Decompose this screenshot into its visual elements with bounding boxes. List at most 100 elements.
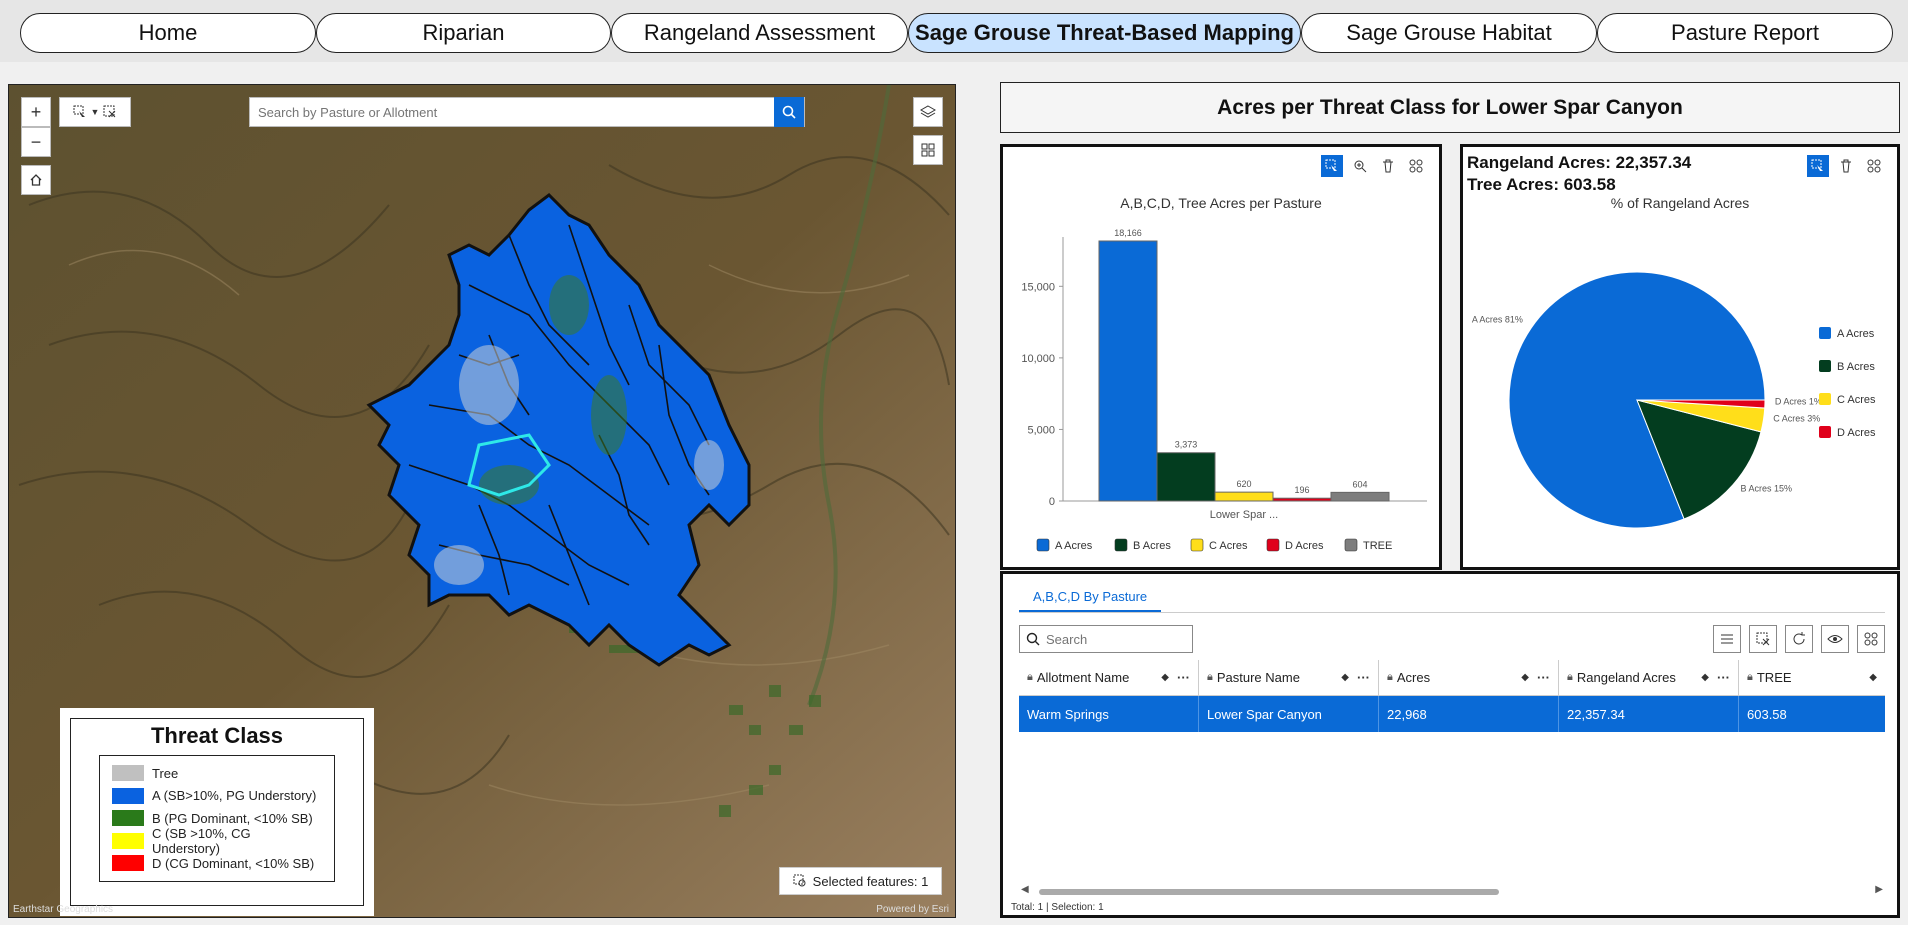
select-icon bbox=[1811, 159, 1823, 171]
select-icon bbox=[1325, 159, 1337, 171]
home-button[interactable] bbox=[21, 165, 51, 195]
selection-zoom-icon bbox=[793, 874, 806, 887]
bar-chart-title: A,B,C,D, Tree Acres per Pasture bbox=[1120, 195, 1322, 211]
column-header-acres[interactable]: 🔒︎ Acres ◆ ··· bbox=[1379, 660, 1559, 696]
zoom-out-button[interactable]: − bbox=[21, 127, 51, 157]
clear-tool-button[interactable] bbox=[1377, 155, 1399, 177]
legend-item: D (CG Dominant, <10% SB) bbox=[112, 852, 322, 875]
map-search-button[interactable] bbox=[774, 97, 804, 127]
legend-label: D Acres bbox=[1837, 427, 1876, 439]
zoom-icon bbox=[1354, 160, 1367, 173]
column-menu-icon[interactable]: ··· bbox=[1717, 670, 1730, 685]
column-menu-icon[interactable]: ··· bbox=[1357, 670, 1370, 685]
select-tool-button[interactable] bbox=[1321, 155, 1343, 177]
table-panel: A,B,C,D By Pasture 🔒︎Allotment Name◆··· … bbox=[1000, 571, 1900, 918]
bar-chart: 0 5,000 10,000 15,000 18,166 3,373 620 196 604 Lo… bbox=[1021, 228, 1427, 552]
lock-icon: 🔒︎ bbox=[1027, 671, 1033, 683]
legend-swatch bbox=[1190, 538, 1204, 552]
legend-item: C (SB >10%, CG Understory) bbox=[112, 826, 322, 856]
clear-selection-icon bbox=[103, 105, 116, 118]
y-tick-label: 5,000 bbox=[1027, 424, 1055, 436]
pie-chart-title: % of Rangeland Acres bbox=[1610, 195, 1750, 211]
search-icon bbox=[782, 105, 796, 119]
attribution-right[interactable]: Powered by Esri bbox=[876, 904, 949, 915]
pie-slice-d-acres bbox=[1636, 399, 1766, 409]
selected-features-label: Selected features: 1 bbox=[812, 873, 929, 889]
column-menu-icon[interactable]: ··· bbox=[1537, 670, 1550, 685]
refresh-button[interactable] bbox=[1785, 625, 1813, 653]
basemap-button[interactable] bbox=[913, 135, 943, 165]
list-icon bbox=[1721, 634, 1733, 644]
rangeland-acres-stat: Rangeland Acres: 22,357.34 bbox=[1467, 153, 1692, 172]
map-view[interactable]: + − ▼ Threat Class Tree A (SB>10%, PG Un… bbox=[8, 84, 956, 918]
legend-item: Tree bbox=[112, 762, 322, 785]
tab-abcd-by-pasture[interactable]: A,B,C,D By Pasture bbox=[1019, 589, 1162, 612]
tab-sage-grouse-threat-mapping[interactable]: Sage Grouse Threat-Based Mapping bbox=[908, 13, 1301, 53]
map-search-input[interactable] bbox=[250, 98, 774, 126]
zoom-tool-button[interactable] bbox=[1349, 155, 1371, 177]
tab-home[interactable]: Home bbox=[20, 13, 316, 53]
sort-icon[interactable]: ◆ bbox=[1869, 672, 1877, 683]
legend-label: A Acres bbox=[1055, 540, 1093, 552]
tab-rangeland-assessment[interactable]: Rangeland Assessment bbox=[611, 13, 908, 53]
tab-riparian[interactable]: Riparian bbox=[316, 13, 611, 53]
legend-label: D Acres bbox=[1285, 540, 1324, 552]
sort-icon[interactable]: ◆ bbox=[1161, 672, 1169, 683]
scroll-thumb[interactable] bbox=[1039, 889, 1499, 895]
bar-tree bbox=[1330, 491, 1390, 502]
chevron-down-icon: ▼ bbox=[90, 107, 100, 117]
lock-icon: 🔒︎ bbox=[1207, 671, 1213, 683]
apps-icon bbox=[1409, 159, 1423, 173]
data-table: 🔒︎ Allotment Name ◆ ··· 🔒︎ Pasture Name ◆ ··· … bbox=[1019, 660, 1885, 732]
column-header-rangeland-acres[interactable]: 🔒︎ Rangeland Acres ◆ ··· bbox=[1559, 660, 1739, 696]
clear-tool-button[interactable] bbox=[1835, 155, 1857, 177]
sort-icon[interactable]: ◆ bbox=[1521, 672, 1529, 683]
apps-icon bbox=[1867, 159, 1881, 173]
column-header-allotment-name[interactable]: 🔒︎ Allotment Name ◆ ··· bbox=[1019, 660, 1199, 696]
table-more-button[interactable] bbox=[1857, 625, 1885, 653]
pie-slice-b-acres bbox=[1636, 399, 1762, 520]
tab-pasture-report[interactable]: Pasture Report bbox=[1597, 13, 1893, 53]
table-row[interactable]: Warm Springs Lower Spar Canyon 22,968 22… bbox=[1019, 696, 1885, 732]
legend-swatch bbox=[1819, 327, 1831, 339]
scroll-left-icon[interactable]: ◀ bbox=[1021, 884, 1029, 895]
pie-data-label: B Acres 15% bbox=[1741, 483, 1793, 493]
scroll-right-icon[interactable]: ▶ bbox=[1875, 884, 1883, 895]
legend-swatch bbox=[1344, 538, 1358, 552]
tab-sage-grouse-habitat[interactable]: Sage Grouse Habitat bbox=[1301, 13, 1597, 53]
pie-chart: A Acres 81% B Acres 15% C Acres 3% D Acres … bbox=[1472, 271, 1876, 529]
more-tools-button[interactable] bbox=[1863, 155, 1885, 177]
show-all-button[interactable] bbox=[1713, 625, 1741, 653]
selected-features-button[interactable]: Selected features: 1 bbox=[779, 867, 942, 895]
clear-selection-button[interactable] bbox=[1749, 625, 1777, 653]
select-tool-button[interactable] bbox=[1807, 155, 1829, 177]
bar-data-label: 196 bbox=[1294, 485, 1309, 495]
zoom-in-button[interactable]: + bbox=[21, 97, 51, 127]
more-tools-button[interactable] bbox=[1405, 155, 1427, 177]
trash-icon bbox=[1383, 159, 1393, 173]
page-title: Acres per Threat Class for Lower Spar Ca… bbox=[1000, 82, 1900, 133]
column-header-tree[interactable]: 🔒︎ TREE ◆ bbox=[1739, 660, 1885, 696]
column-header-pasture-name[interactable]: 🔒︎ Pasture Name ◆ ··· bbox=[1199, 660, 1379, 696]
legend-swatch bbox=[1036, 538, 1050, 552]
bar-d-acres bbox=[1272, 497, 1332, 502]
legend-label: B Acres bbox=[1837, 361, 1875, 373]
horizontal-scrollbar[interactable]: ◀ ▶ bbox=[1019, 884, 1885, 896]
legend-swatch bbox=[1819, 426, 1831, 438]
apps-icon bbox=[1864, 632, 1878, 646]
sort-icon[interactable]: ◆ bbox=[1341, 672, 1349, 683]
cell-pasture-name: Lower Spar Canyon bbox=[1199, 696, 1379, 732]
select-tools[interactable]: ▼ bbox=[59, 97, 131, 127]
column-menu-icon[interactable]: ··· bbox=[1177, 670, 1190, 685]
pie-data-label: A Acres 81% bbox=[1472, 314, 1523, 324]
grid-icon bbox=[921, 143, 935, 157]
cell-allotment-name: Warm Springs bbox=[1019, 696, 1199, 732]
bar-a-acres bbox=[1098, 240, 1158, 502]
layers-button[interactable] bbox=[913, 97, 943, 127]
bar-chart-panel: A,B,C,D, Tree Acres per Pasture 0 5,000 10… bbox=[1000, 144, 1442, 570]
pie-chart-panel: Rangeland Acres: 22,357.34 Tree Acres: 6… bbox=[1460, 144, 1900, 570]
show-columns-button[interactable] bbox=[1821, 625, 1849, 653]
refresh-icon bbox=[1793, 632, 1805, 645]
sort-icon[interactable]: ◆ bbox=[1701, 672, 1709, 683]
table-search-input[interactable] bbox=[1046, 631, 1186, 647]
